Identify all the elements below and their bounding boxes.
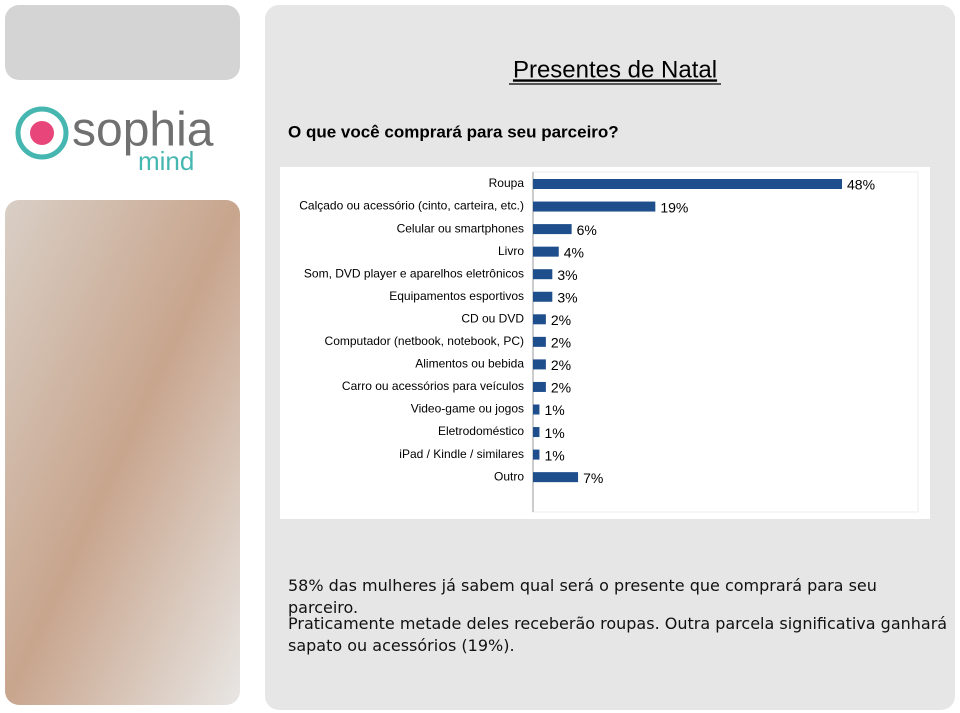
bar bbox=[533, 359, 546, 370]
value-label: 48% bbox=[847, 177, 875, 193]
bar bbox=[533, 269, 553, 280]
category-label: Calçado ou acessório (cinto, carteira, e… bbox=[299, 199, 524, 213]
value-label: 2% bbox=[551, 357, 571, 373]
category-label: Equipamentos esportivos bbox=[389, 289, 524, 303]
bar bbox=[533, 404, 540, 415]
top-left-box bbox=[5, 5, 240, 80]
category-label: iPad / Kindle / similares bbox=[399, 447, 524, 461]
category-label: Eletrodoméstico bbox=[438, 424, 524, 438]
bar bbox=[533, 201, 656, 212]
category-label: Outro bbox=[494, 469, 524, 483]
category-label: Roupa bbox=[489, 176, 525, 190]
value-label: 3% bbox=[557, 289, 577, 305]
value-label: 1% bbox=[544, 425, 564, 441]
value-label: 2% bbox=[551, 335, 571, 351]
bar bbox=[533, 314, 546, 325]
bar bbox=[533, 224, 572, 235]
value-label: 3% bbox=[557, 267, 577, 283]
logo-tagline: mind bbox=[138, 146, 194, 176]
photo bbox=[5, 200, 240, 705]
category-label: Video-game ou jogos bbox=[411, 402, 524, 416]
value-label: 6% bbox=[577, 222, 597, 238]
bar bbox=[533, 179, 842, 189]
category-label: Computador (netbook, notebook, PC) bbox=[325, 334, 524, 348]
slide-title: Presentes de Natal bbox=[513, 56, 717, 83]
bar bbox=[533, 336, 546, 347]
category-label: Livro bbox=[498, 244, 524, 258]
bar bbox=[533, 427, 540, 438]
bar bbox=[533, 291, 553, 302]
paragraph: Praticamente metade deles receberão roup… bbox=[288, 614, 948, 655]
logo-icon bbox=[15, 106, 69, 160]
value-label: 1% bbox=[544, 447, 564, 463]
bar bbox=[533, 472, 579, 483]
bar bbox=[533, 381, 546, 392]
category-label: Alimentos ou bebida bbox=[415, 357, 524, 371]
question: O que você comprará para seu parceiro? bbox=[288, 122, 619, 141]
category-label: Carro ou acessórios para veículos bbox=[342, 379, 524, 393]
logo-name: sophia bbox=[72, 104, 214, 157]
category-label: Celular ou smartphones bbox=[397, 221, 524, 235]
category-label: CD ou DVD bbox=[461, 311, 524, 325]
paragraph: 58% das mulheres já sabem qual será o pr… bbox=[288, 576, 877, 617]
chart-box bbox=[280, 167, 930, 519]
value-label: 7% bbox=[583, 470, 603, 486]
value-label: 19% bbox=[660, 199, 688, 215]
value-label: 4% bbox=[564, 244, 584, 260]
bar bbox=[533, 449, 540, 460]
bar bbox=[533, 246, 559, 257]
value-label: 2% bbox=[551, 380, 571, 396]
value-label: 1% bbox=[544, 402, 564, 418]
category-label: Som, DVD player e aparelhos eletrônicos bbox=[304, 266, 524, 280]
value-label: 2% bbox=[551, 312, 571, 328]
